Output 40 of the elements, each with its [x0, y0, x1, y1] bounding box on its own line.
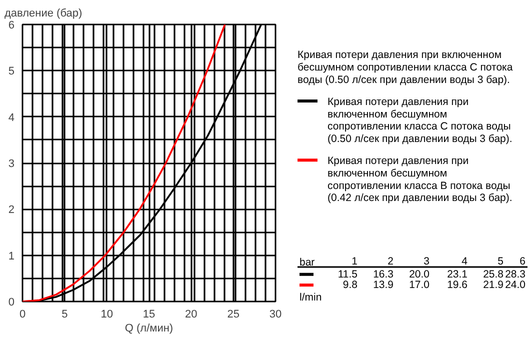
text: 17.0 [409, 279, 430, 292]
x-tick-label: 10 [100, 308, 113, 320]
text: 2 [388, 255, 394, 268]
text: 13.9 [373, 279, 394, 292]
y-tick-label: 1 [8, 250, 15, 262]
text: 4 [462, 255, 468, 268]
x-tick-label: 15 [142, 308, 156, 320]
line-series [22, 24, 226, 302]
text: 19.6 [447, 279, 468, 292]
x-tick-label: 30 [269, 308, 282, 320]
y-tick-label: 6 [8, 20, 15, 32]
text: 21.9 [483, 279, 504, 292]
text: 11.5 [338, 268, 358, 280]
y-tick-label: 2 [8, 204, 15, 216]
y-tick-label: 4 [8, 112, 15, 124]
text: bar [300, 256, 316, 268]
x-axis-title: Q (л/мин) [124, 322, 174, 334]
x-tick-label: 25 [227, 308, 240, 320]
text: 24.0 [505, 279, 526, 292]
text: 20.0 [409, 268, 430, 280]
text: 9.8 [342, 279, 358, 292]
y-axis-title: давление (бар) [4, 8, 82, 20]
text: 23.1 [447, 268, 468, 280]
y-tick-label: 3 [8, 158, 15, 170]
text: 25.8 [483, 268, 504, 280]
legend-label: Кривая потери давления при включенном бесшумном сопротивлении класса C потока воды (0.50 л/сек при давлении воды 3 бар). [328, 96, 512, 145]
text: 3 [424, 255, 430, 268]
y-tick-label: 5 [8, 66, 15, 78]
text: 28.3 [505, 268, 526, 280]
x-tick-label: 20 [185, 308, 198, 320]
legend-label: Кривая потери давления при включенном бесшумном сопротивлении класса B потока воды (0.42 л/сек при давлении воды 3 бар). [328, 155, 512, 204]
text: 16.3 [373, 268, 394, 280]
x-tick-label: 5 [62, 308, 68, 320]
text: 1 [352, 255, 358, 268]
text: l/min [300, 292, 322, 304]
x-tick-label: 0 [19, 308, 26, 320]
text: Кривая потери давления при включенном бесшумном сопротивлении класса C потока воды (0.50 л/сек при давлении воды 3 бар). [298, 49, 513, 86]
text: 5 [498, 255, 504, 268]
text: 6 [520, 255, 526, 268]
y-tick-label: 0 [8, 296, 15, 308]
